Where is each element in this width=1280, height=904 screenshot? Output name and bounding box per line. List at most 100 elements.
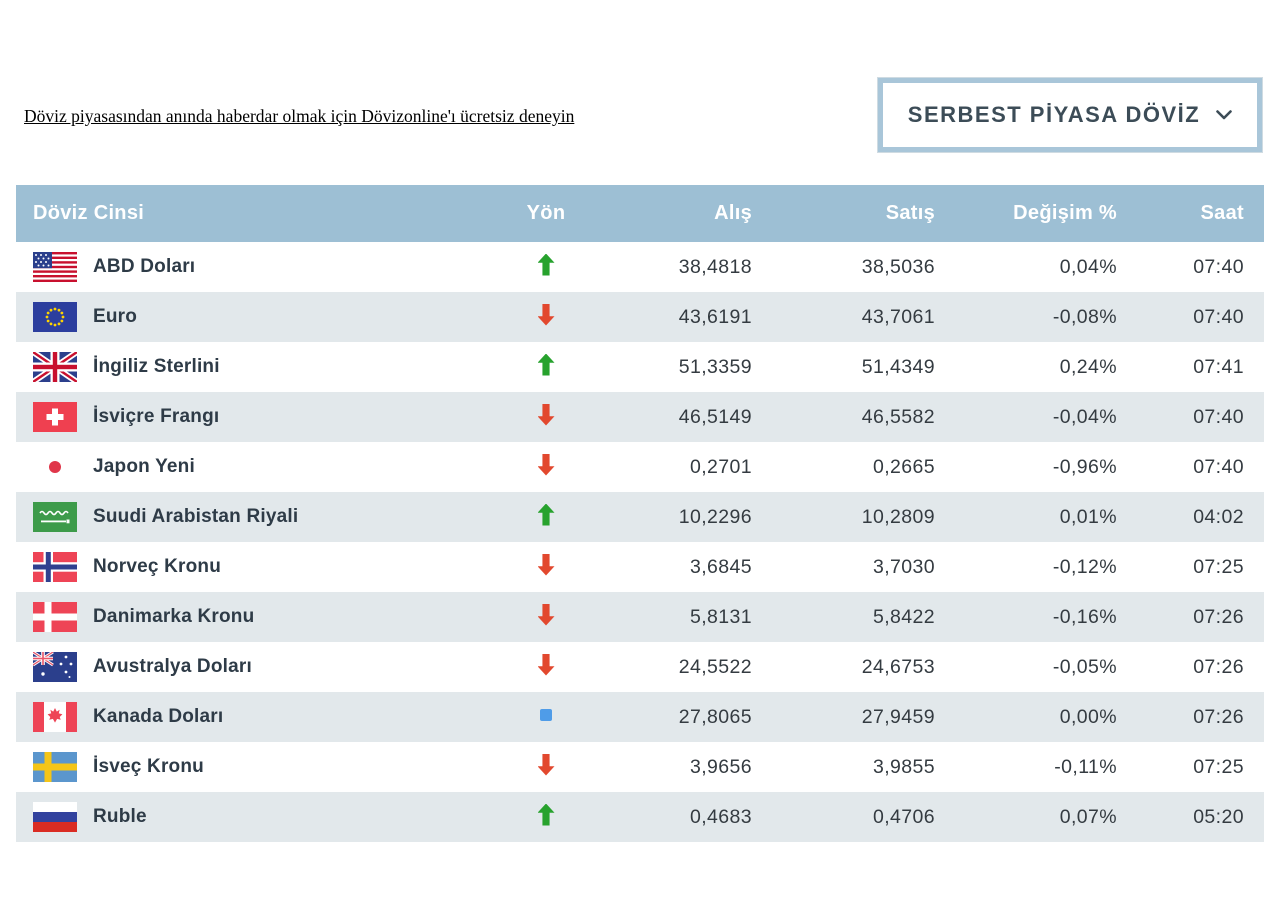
down-arrow-icon (537, 653, 555, 676)
direction-cell (537, 303, 555, 331)
buy-value: 24,5522 (678, 655, 752, 678)
table-row[interactable]: Japon Yeni 0,2701 0,2665 -0,96% 07:40 (16, 442, 1264, 492)
norway-flag-icon (33, 552, 77, 582)
direction-cell (537, 803, 555, 831)
time-value: 07:40 (1193, 405, 1244, 428)
column-header-doviz-cinsi: Döviz Cinsi (33, 202, 145, 224)
currency-name: Norveç Kronu (93, 556, 222, 577)
currency-cell: Suudi Arabistan Riyali (16, 502, 456, 532)
change-value: 0,00% (1059, 705, 1117, 728)
time-value: 07:26 (1193, 655, 1244, 678)
up-arrow-icon (537, 803, 555, 826)
time-value: 07:40 (1193, 455, 1244, 478)
change-value: -0,04% (1052, 405, 1117, 428)
time-value: 07:41 (1193, 355, 1244, 378)
switzerland-flag-icon (33, 402, 77, 432)
sell-value: 27,9459 (861, 705, 935, 728)
sell-value: 24,6753 (861, 655, 935, 678)
buy-value: 51,3359 (678, 355, 752, 378)
table-row[interactable]: Kanada Doları 27,8065 27,9459 0,00% 07:26 (16, 692, 1264, 742)
time-value: 07:40 (1193, 255, 1244, 278)
currency-cell: Avustralya Doları (16, 652, 456, 682)
currency-cell: İngiliz Sterlini (16, 352, 456, 382)
russia-flag-icon (33, 802, 77, 832)
column-header-saat: Saat (1200, 202, 1244, 224)
direction-cell (537, 653, 555, 681)
buy-value: 0,2701 (689, 455, 752, 478)
sweden-flag-icon (33, 752, 77, 782)
up-arrow-icon (537, 353, 555, 376)
down-arrow-icon (537, 553, 555, 576)
time-value: 07:26 (1193, 605, 1244, 628)
table-row[interactable]: Danimarka Kronu 5,8131 5,8422 -0,16% 07:26 (16, 592, 1264, 642)
direction-cell (537, 353, 555, 381)
change-value: -0,11% (1054, 755, 1117, 778)
promo-link[interactable]: Döviz piyasasından anında haberdar olmak… (24, 106, 575, 126)
column-header-degisim: Değişim % (1013, 202, 1117, 224)
table-row[interactable]: Suudi Arabistan Riyali 10,2296 10,2809 0,01… (16, 492, 1264, 542)
currency-cell: Kanada Doları (16, 702, 456, 732)
sell-value: 0,2665 (872, 455, 935, 478)
us-flag-icon (33, 252, 77, 282)
time-value: 07:26 (1193, 705, 1244, 728)
currency-cell: Japon Yeni (16, 452, 456, 482)
direction-cell (540, 708, 552, 726)
down-arrow-icon (537, 303, 555, 326)
sell-value: 46,5582 (861, 405, 935, 428)
time-value: 07:40 (1193, 305, 1244, 328)
currency-cell: Euro (16, 302, 456, 332)
denmark-flag-icon (33, 602, 77, 632)
table-row[interactable]: Norveç Kronu 3,6845 3,7030 -0,12% 07:25 (16, 542, 1264, 592)
direction-cell (537, 403, 555, 431)
currency-name: ABD Doları (93, 256, 196, 277)
chevron-down-icon (1216, 110, 1233, 120)
change-value: -0,05% (1052, 655, 1117, 678)
up-arrow-icon (537, 503, 555, 526)
buy-value: 5,8131 (689, 605, 752, 628)
down-arrow-icon (537, 753, 555, 776)
direction-cell (537, 753, 555, 781)
market-type-dropdown[interactable]: SERBEST PİYASA DÖVİZ (878, 78, 1262, 152)
currency-name: Japon Yeni (93, 456, 195, 477)
change-value: -0,16% (1052, 605, 1117, 628)
time-value: 07:25 (1193, 555, 1244, 578)
buy-value: 38,4818 (678, 255, 752, 278)
currency-name: Kanada Doları (93, 706, 224, 727)
table-body: ABD Doları 38,4818 38,5036 0,04% 07:40 Euro 43… (16, 242, 1264, 842)
currency-cell: İsviçre Frangı (16, 402, 456, 432)
table-row[interactable]: Euro 43,6191 43,7061 -0,08% 07:40 (16, 292, 1264, 342)
table-row[interactable]: Ruble 0,4683 0,4706 0,07% 05:20 (16, 792, 1264, 842)
sell-value: 43,7061 (861, 305, 935, 328)
currency-name: Ruble (93, 806, 147, 827)
currency-cell: İsveç Kronu (16, 752, 456, 782)
currency-cell: Danimarka Kronu (16, 602, 456, 632)
buy-value: 0,4683 (689, 805, 752, 828)
change-value: -0,12% (1052, 555, 1117, 578)
table-header: Döviz Cinsi Yön Alış Satış Değişim % Saat (16, 185, 1264, 242)
direction-cell (537, 253, 555, 281)
currency-name: Avustralya Doları (93, 656, 252, 677)
direction-cell (537, 553, 555, 581)
sell-value: 38,5036 (861, 255, 935, 278)
table-row[interactable]: ABD Doları 38,4818 38,5036 0,04% 07:40 (16, 242, 1264, 292)
buy-value: 3,6845 (689, 555, 752, 578)
currency-name: İsveç Kronu (93, 756, 204, 777)
currency-name: Danimarka Kronu (93, 606, 255, 627)
change-value: 0,07% (1059, 805, 1117, 828)
currency-name: İngiliz Sterlini (93, 356, 220, 377)
currency-name: İsviçre Frangı (93, 406, 220, 427)
table-row[interactable]: İngiliz Sterlini 51,3359 51,4349 0,24% 07:41 (16, 342, 1264, 392)
table-row[interactable]: İsveç Kronu 3,9656 3,9855 -0,11% 07:25 (16, 742, 1264, 792)
down-arrow-icon (537, 603, 555, 626)
currency-cell: Ruble (16, 802, 456, 832)
sell-value: 5,8422 (872, 605, 935, 628)
direction-cell (537, 503, 555, 531)
currency-name: Euro (93, 306, 138, 327)
eu-flag-icon (33, 302, 77, 332)
australia-flag-icon (33, 652, 77, 682)
table-row[interactable]: İsviçre Frangı 46,5149 46,5582 -0,04% 07:40 (16, 392, 1264, 442)
dropdown-selected-label: SERBEST PİYASA DÖVİZ (907, 102, 1201, 127)
sell-value: 51,4349 (861, 355, 935, 378)
table-row[interactable]: Avustralya Doları 24,5522 24,6753 -0,05% 07:… (16, 642, 1264, 692)
currency-table: Döviz Cinsi Yön Alış Satış Değişim % Saat ABD… (16, 185, 1264, 842)
